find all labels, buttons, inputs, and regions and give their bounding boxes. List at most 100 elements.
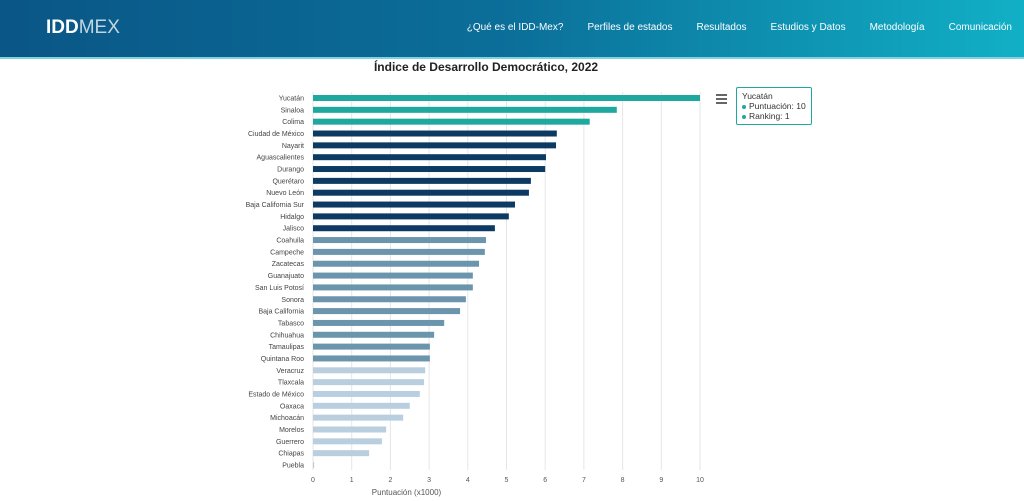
x-tick-label: 4 (466, 477, 470, 484)
logo[interactable]: IDDMEX (46, 17, 120, 39)
x-tick-label: 1 (350, 477, 354, 484)
menu-metodologia[interactable]: Metodología (869, 22, 925, 33)
bar-tlaxcala[interactable] (313, 379, 425, 386)
tooltip-score-text: Puntuación: 10 (749, 101, 806, 111)
bar-jalisco[interactable] (313, 225, 495, 232)
bar-baja-california-sur[interactable] (313, 201, 516, 208)
y-category-label: Michoacán (270, 415, 304, 422)
menu-estudios[interactable]: Estudios y Datos (770, 22, 846, 33)
bar-oaxaca[interactable] (313, 402, 410, 409)
bar-estado-de-méxico[interactable] (313, 390, 420, 397)
top-navbar: IDDMEX ¿Qué es el IDD-Mex? Perfiles de e… (0, 0, 1024, 59)
y-category-label: Yucatán (279, 96, 304, 103)
y-category-label: Jalisco (283, 226, 305, 233)
x-tick-label: 2 (388, 477, 392, 484)
y-category-label: Sonora (281, 297, 304, 304)
bar-san-luis-potosí[interactable] (313, 284, 473, 291)
y-category-label: Veracruz (276, 368, 304, 375)
hamburger-icon (716, 94, 727, 96)
bar-ciudad-de-méxico[interactable] (313, 130, 557, 137)
y-category-label: Baja California (258, 309, 304, 316)
dot-icon (742, 104, 746, 109)
y-category-label: Ciudad de México (248, 131, 304, 138)
y-category-label: Sinaloa (281, 107, 304, 114)
logo-bold: IDD (46, 17, 79, 38)
x-tick-label: 10 (696, 477, 704, 484)
x-tick-label: 0 (311, 477, 315, 484)
y-category-label: Hidalgo (280, 214, 304, 221)
x-tick-label: 6 (543, 477, 547, 484)
bar-nayarit[interactable] (313, 142, 557, 149)
bar-durango[interactable] (313, 166, 546, 173)
y-category-label: Tlaxcala (278, 380, 304, 387)
menu-resultados[interactable]: Resultados (696, 22, 747, 33)
y-category-label: Guanajuato (268, 273, 304, 280)
y-category-label: Chiapas (278, 451, 304, 458)
bar-sinaloa[interactable] (313, 106, 617, 113)
x-tick-label: 8 (621, 477, 625, 484)
y-category-label: Baja California Sur (246, 202, 305, 209)
x-tick-label: 7 (582, 477, 586, 484)
bar-coahuila[interactable] (313, 237, 486, 244)
bar-guanajuato[interactable] (313, 272, 473, 279)
y-category-label: Durango (277, 167, 304, 174)
y-category-label: Tamaulipas (269, 344, 305, 351)
bar-tabasco[interactable] (313, 319, 445, 326)
y-category-label: Puebla (282, 463, 304, 470)
bar-guerrero[interactable] (313, 438, 382, 445)
y-category-label: Colima (282, 119, 304, 126)
y-category-label: Campeche (270, 249, 304, 256)
dot-icon (742, 114, 746, 119)
bar-chihuahua[interactable] (313, 331, 435, 338)
bar-aguascalientes[interactable] (313, 154, 546, 161)
bar-puebla[interactable] (313, 462, 315, 468)
y-category-label: Morelos (279, 427, 304, 434)
chart-menu-button[interactable] (716, 94, 727, 106)
bar-veracruz[interactable] (313, 367, 426, 374)
y-category-label: Querétaro (272, 178, 304, 185)
x-tick-label: 3 (427, 477, 431, 484)
hamburger-line (716, 102, 727, 104)
bar-colima[interactable] (313, 118, 590, 125)
y-category-label: Chihuahua (270, 332, 304, 339)
bar-chiapas[interactable] (313, 450, 370, 457)
bar-baja-california[interactable] (313, 308, 461, 315)
x-axis-title: Puntuación (x1000) (372, 488, 442, 497)
bar-michoacán[interactable] (313, 414, 404, 421)
x-tick-label: 5 (505, 477, 509, 484)
tooltip-title: Yucatán (742, 91, 773, 101)
bar-tamaulipas[interactable] (313, 343, 430, 350)
y-category-label: San Luis Potosí (255, 285, 304, 292)
y-category-label: Guerrero (276, 439, 304, 446)
menu-que-es[interactable]: ¿Qué es el IDD-Mex? (466, 22, 564, 33)
bar-zacatecas[interactable] (313, 260, 480, 267)
y-category-label: Aguascalientes (257, 155, 305, 162)
bar-quintana-roo[interactable] (313, 355, 430, 362)
main-menu: ¿Qué es el IDD-Mex? Perfiles de estados … (467, 22, 1012, 33)
menu-perfiles[interactable]: Perfiles de estados (587, 22, 673, 33)
y-category-label: Estado de México (248, 391, 304, 398)
tooltip-rank-text: Ranking: 1 (749, 111, 790, 121)
y-category-label: Coahuila (276, 238, 304, 245)
chart-tooltip: Yucatán Puntuación: 10 Ranking: 1 (736, 87, 812, 125)
bar-morelos[interactable] (313, 426, 387, 433)
y-category-label: Oaxaca (280, 403, 304, 410)
x-tick-label: 9 (659, 477, 663, 484)
y-category-label: Nuevo León (266, 190, 304, 197)
bar-campeche[interactable] (313, 248, 485, 255)
bar-hidalgo[interactable] (313, 213, 509, 220)
bar-yucatán[interactable] (313, 95, 700, 101)
bar-sonora[interactable] (313, 296, 466, 303)
tooltip-rank: Ranking: 1 (742, 111, 806, 121)
y-category-label: Quintana Roo (261, 356, 304, 363)
menu-comunicacion[interactable]: Comunicación (948, 22, 1012, 33)
y-category-label: Nayarit (282, 143, 304, 150)
chart-title: Índice de Desarrollo Democrático, 2022 (373, 60, 599, 74)
tooltip-score: Puntuación: 10 (742, 101, 806, 111)
bar-nuevo-león[interactable] (313, 189, 529, 196)
hamburger-line (716, 98, 727, 100)
logo-light: MEX (78, 17, 120, 38)
bar-querétaro[interactable] (313, 177, 531, 184)
y-category-label: Zacatecas (272, 261, 305, 268)
